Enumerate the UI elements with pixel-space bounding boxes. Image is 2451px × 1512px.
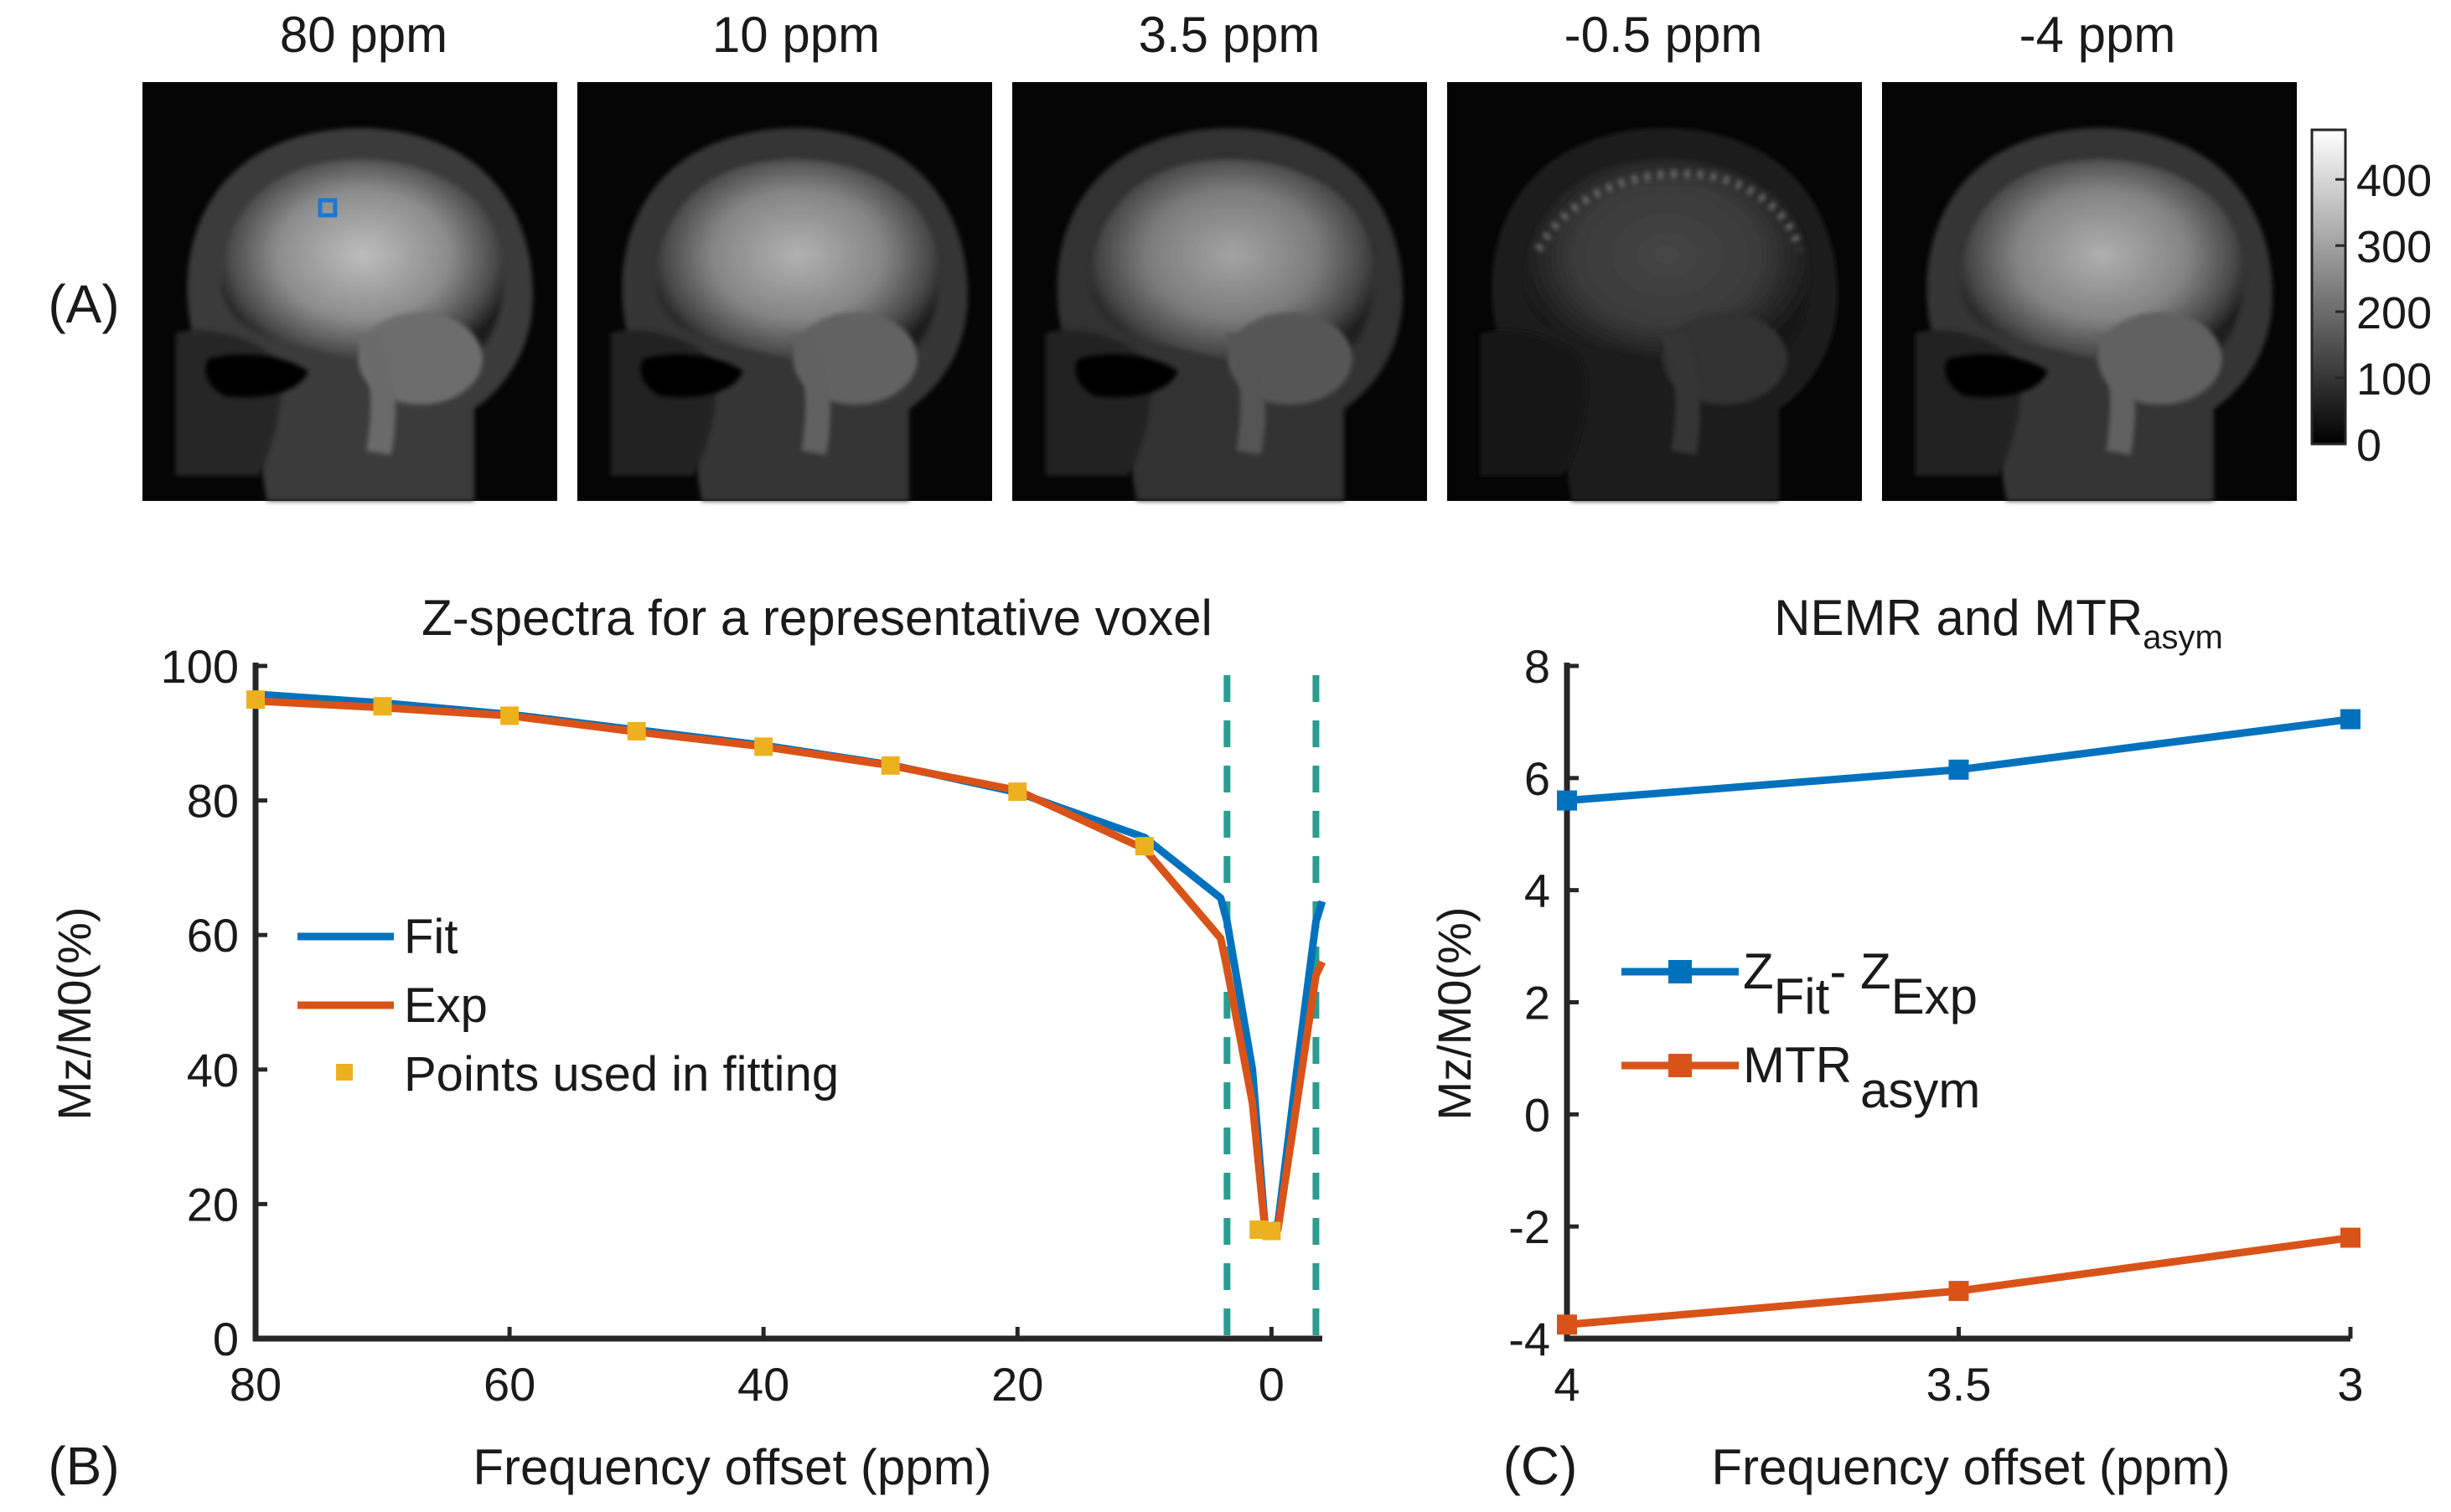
x-tick-label: 80 [230, 1358, 282, 1411]
colorbar: 400 300 200 100 0 [2310, 128, 2432, 471]
series-marker-0 [2340, 709, 2361, 730]
x-tick-label: 20 [991, 1358, 1043, 1411]
series-line-exp [255, 697, 1326, 1236]
chart-b-plot: 0 20 40 60 80 100 80 60 40 20 0 [161, 640, 1326, 1411]
chart-c-xlabel: Frequency offset (ppm) [1711, 1439, 2230, 1495]
legend-points-marker [336, 1064, 353, 1081]
chart-c: NEMR and MTRasym Mz/M0(%) Frequency offs… [1428, 590, 2364, 1496]
legend-diff-z2: - Z [1829, 943, 1890, 999]
legend-mtr-sub: asym [1860, 1062, 1980, 1118]
fitting-point [1008, 782, 1027, 802]
fitting-point [627, 721, 646, 741]
image-title-3: 3.5 ppm [1139, 7, 1321, 63]
series-marker-0 [1948, 759, 1969, 780]
y-tick-label: 8 [1524, 640, 1550, 693]
series-marker-1 [1557, 1314, 1577, 1335]
legend-diff-marker [1668, 960, 1692, 983]
y-tick-label: 0 [1524, 1088, 1550, 1141]
chart-b-legend: Fit Exp Points used in fitting [297, 910, 839, 1102]
mri-image-2: 10 ppm [577, 7, 992, 501]
chart-c-legend: ZFit- ZExp MTR asym [1621, 943, 1980, 1118]
colorbar-tick-label: 200 [2356, 288, 2432, 338]
fitting-point [373, 697, 392, 716]
fitting-point [754, 737, 773, 756]
colorbar-tick-label: 0 [2356, 421, 2381, 471]
x-tick-label: 4 [1554, 1358, 1580, 1411]
series-marker-0 [1557, 790, 1577, 811]
x-tick-label: 60 [483, 1358, 535, 1411]
chart-c-ylabel: Mz/M0(%) [1428, 906, 1481, 1120]
legend-diff-z1: Z [1743, 943, 1774, 999]
mri-image-4: -0.5 ppm [1447, 7, 1862, 501]
image-title-5: -4 ppm [2019, 7, 2176, 63]
fitting-point [1135, 837, 1154, 856]
x-tick-label: 3.5 [1926, 1358, 1992, 1411]
legend-exp-label: Exp [404, 978, 488, 1033]
y-tick-label: 0 [213, 1313, 239, 1365]
y-tick-label: 20 [187, 1178, 239, 1231]
y-tick-label: 4 [1524, 864, 1550, 917]
legend-diff-label: ZFit- ZExp [1743, 943, 1978, 1024]
chart-c-title: NEMR and MTRasym [1774, 590, 2223, 656]
y-tick-label: 6 [1524, 752, 1550, 805]
legend-mtr-label: MTR asym [1743, 1037, 1980, 1118]
image-title-4: -0.5 ppm [1564, 7, 1763, 63]
colorbar-tick-label: 300 [2356, 222, 2432, 272]
image-title-2: 10 ppm [712, 7, 880, 63]
chart-c-plot: -4 -2 0 2 4 6 8 4 3.5 3 [1508, 640, 2363, 1411]
chart-b-ylabel: Mz/M0(%) [48, 906, 101, 1120]
panel-label-c: (C) [1503, 1436, 1578, 1496]
series-marker-1 [2340, 1227, 2361, 1248]
legend-diff-sub1: Fit [1774, 968, 1830, 1024]
legend-diff-sub2: Exp [1891, 968, 1978, 1024]
chart-b: Z-spectra for a representative voxel Mz/… [48, 590, 1326, 1496]
x-tick-label: 40 [737, 1358, 789, 1411]
chart-c-title-main: NEMR and MTR [1774, 590, 2143, 646]
panel-label-b: (B) [48, 1436, 119, 1496]
fitting-point [881, 756, 900, 775]
y-tick-label: 80 [187, 775, 239, 828]
x-tick-label: 3 [2337, 1358, 2363, 1411]
fitting-point [1262, 1221, 1281, 1241]
chart-b-title: Z-spectra for a representative voxel [421, 590, 1213, 646]
y-tick-label: 60 [187, 909, 239, 962]
fitting-point [500, 706, 520, 725]
chart-b-xlabel: Frequency offset (ppm) [473, 1439, 991, 1495]
colorbar-tick-label: 100 [2356, 354, 2432, 405]
legend-fit-label: Fit [404, 910, 458, 964]
legend-mtr-marker [1668, 1054, 1692, 1077]
y-tick-label: 40 [187, 1044, 239, 1097]
x-tick-label: 0 [1259, 1358, 1285, 1411]
chart-c-title-sub: asym [2143, 619, 2223, 656]
y-tick-label: 2 [1524, 977, 1550, 1030]
mri-image-1: 80 ppm [142, 7, 557, 501]
fitting-point [246, 690, 265, 710]
legend-mtr-main: MTR [1743, 1037, 1852, 1093]
mri-row: 80 ppm 10 ppm [142, 7, 2297, 501]
roi-marker [318, 198, 338, 218]
colorbar-tick-label: 400 [2356, 156, 2432, 206]
y-tick-label: -4 [1508, 1313, 1550, 1365]
series-marker-1 [1948, 1281, 1969, 1302]
y-tick-label: -2 [1508, 1200, 1550, 1253]
panel-label-a: (A) [48, 274, 119, 334]
y-tick-label: 100 [161, 640, 239, 693]
mri-image-3: 3.5 ppm [1012, 7, 1427, 501]
image-title-1: 80 ppm [280, 7, 447, 63]
mri-image-5: -4 ppm [1882, 7, 2297, 501]
legend-points-label: Points used in fitting [404, 1047, 839, 1102]
